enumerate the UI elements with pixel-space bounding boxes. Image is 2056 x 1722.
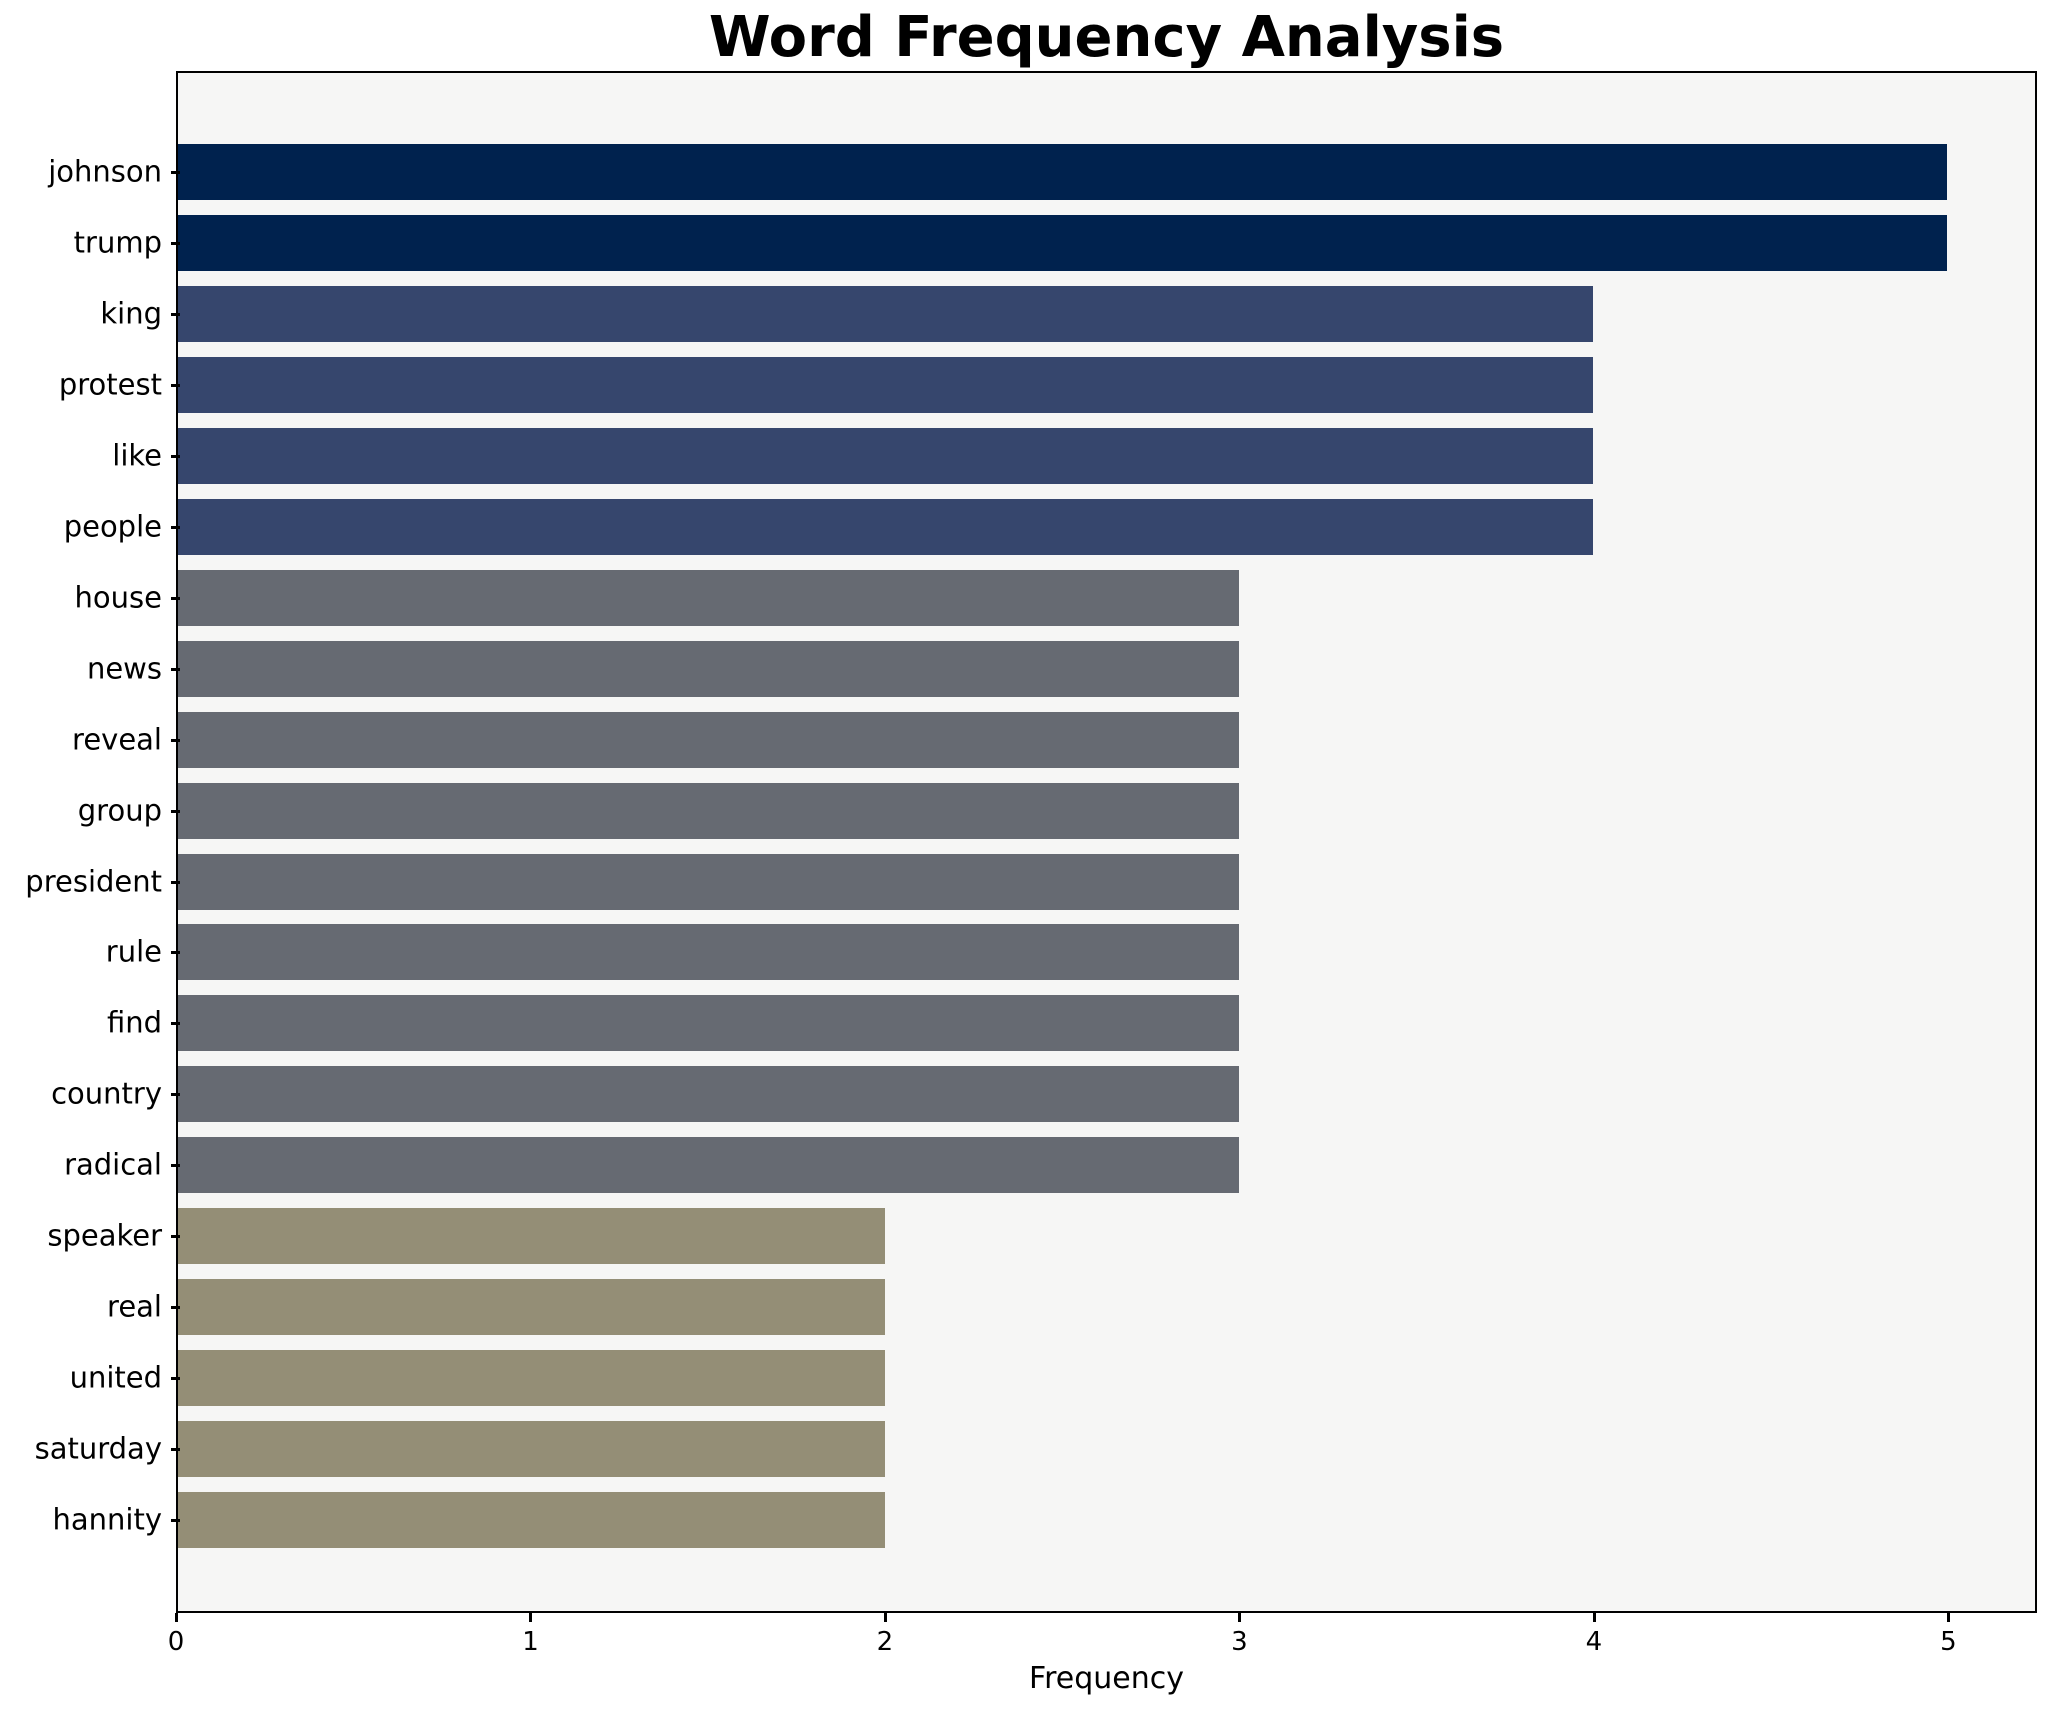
- bar-row: like: [112, 421, 2035, 492]
- y-tick-label: trump: [73, 225, 162, 260]
- bar-row: saturday: [35, 1413, 2035, 1484]
- y-tick-label: saturday: [34, 1431, 162, 1466]
- x-axis: 0 1 2 3 4 5: [168, 1613, 2037, 1673]
- bar-country: [178, 1066, 1240, 1123]
- x-axis-label: Frequency: [1029, 1661, 1184, 1696]
- y-tick-label: king: [100, 296, 162, 331]
- x-tick-label: 1: [522, 1627, 539, 1657]
- y-tick-label: house: [74, 580, 162, 615]
- y-tick-label: johnson: [48, 154, 162, 189]
- y-tick-mark: [171, 596, 180, 600]
- y-tick-mark: [171, 738, 180, 742]
- bar-house: [178, 569, 1240, 626]
- y-tick-label: like: [112, 438, 162, 473]
- bar-president: [178, 853, 1240, 910]
- y-tick-mark: [171, 1093, 180, 1097]
- y-tick-mark: [171, 242, 180, 246]
- x-tick-mark: [1238, 1613, 1242, 1622]
- plot-area: johnson trump king protest like people house ne…: [25, 71, 2037, 1613]
- bar-row: president: [25, 846, 2035, 917]
- y-tick-label: president: [25, 863, 162, 898]
- bar-row: country: [51, 1059, 2035, 1130]
- y-tick-mark: [171, 525, 180, 529]
- bar-news: [178, 640, 1240, 697]
- y-tick-mark: [171, 1447, 180, 1451]
- y-tick-label: rule: [105, 934, 162, 969]
- y-tick-mark: [171, 384, 180, 388]
- bar-row: united: [70, 1342, 2035, 1413]
- bar-row: reveal: [72, 704, 2035, 775]
- bar-rule: [178, 924, 1240, 981]
- bar-rows: johnson trump king protest like people house ne…: [25, 73, 2035, 1611]
- bar-row: johnson: [48, 137, 2035, 208]
- bar-protest: [178, 357, 1593, 414]
- bar-row: hannity: [52, 1484, 2035, 1555]
- bar-trump: [178, 215, 1947, 272]
- y-tick-label: country: [51, 1076, 162, 1111]
- x-tick-label: 2: [876, 1627, 894, 1657]
- bar-king: [178, 286, 1593, 343]
- y-tick-mark: [171, 1235, 180, 1239]
- bar-real: [178, 1278, 886, 1335]
- y-tick-label: real: [107, 1289, 162, 1324]
- bar-find: [178, 995, 1240, 1052]
- x-tick-label: 4: [1585, 1627, 1603, 1657]
- y-tick-label: people: [63, 509, 162, 544]
- bar-row: news: [87, 633, 2035, 704]
- y-tick-mark: [171, 1518, 180, 1522]
- y-tick-mark: [171, 951, 180, 955]
- x-tick-mark: [1592, 1613, 1596, 1622]
- bar-row: people: [64, 492, 2035, 563]
- bar-united: [178, 1349, 886, 1406]
- y-tick-mark: [171, 880, 180, 884]
- y-tick-label: find: [106, 1005, 162, 1040]
- bar-speaker: [178, 1208, 886, 1265]
- x-tick-mark: [883, 1613, 887, 1622]
- y-tick-mark: [171, 1164, 180, 1168]
- y-tick-mark: [171, 171, 180, 175]
- bar-row: house: [75, 562, 2035, 633]
- bar-hannity: [178, 1491, 886, 1548]
- y-tick-label: hannity: [52, 1501, 162, 1536]
- bar-group: [178, 782, 1240, 839]
- y-tick-mark: [171, 313, 180, 317]
- y-tick-mark: [171, 667, 180, 671]
- y-tick-mark: [171, 1305, 180, 1309]
- y-tick-label: group: [77, 792, 162, 827]
- bar-row: protest: [59, 350, 2035, 421]
- y-tick-label: speaker: [47, 1218, 162, 1253]
- x-tick-label: 3: [1231, 1627, 1248, 1657]
- bar-saturday: [178, 1420, 886, 1477]
- bar-people: [178, 498, 1593, 555]
- bar-radical: [178, 1137, 1240, 1194]
- chart-title: Word Frequency Analysis: [708, 5, 1505, 70]
- y-tick-mark: [171, 809, 180, 813]
- x-tick-mark: [1947, 1613, 1951, 1622]
- bar-row: find: [107, 988, 2035, 1059]
- y-tick-mark: [171, 1022, 180, 1026]
- bar-row: speaker: [47, 1201, 2035, 1272]
- bar-row: group: [78, 775, 2035, 846]
- bar-johnson: [178, 144, 1947, 201]
- x-tick-mark: [529, 1613, 533, 1622]
- bar-reveal: [178, 711, 1240, 768]
- x-tick-mark: [175, 1613, 178, 1622]
- bar-like: [178, 428, 1593, 485]
- y-tick-label: news: [86, 651, 162, 686]
- bar-row: trump: [74, 208, 2035, 279]
- y-tick-label: radical: [64, 1147, 162, 1182]
- bar-row: real: [107, 1272, 2035, 1343]
- bar-row: radical: [64, 1130, 2035, 1201]
- bar-row: king: [100, 279, 2035, 350]
- y-tick-label: united: [69, 1360, 162, 1395]
- y-tick-label: protest: [58, 367, 162, 402]
- y-tick-mark: [171, 1376, 180, 1380]
- y-tick-mark: [171, 455, 180, 459]
- bar-row: rule: [106, 917, 2035, 988]
- y-tick-label: reveal: [72, 722, 162, 757]
- x-tick-label: 5: [1940, 1627, 1957, 1657]
- x-tick-label: 0: [167, 1627, 185, 1657]
